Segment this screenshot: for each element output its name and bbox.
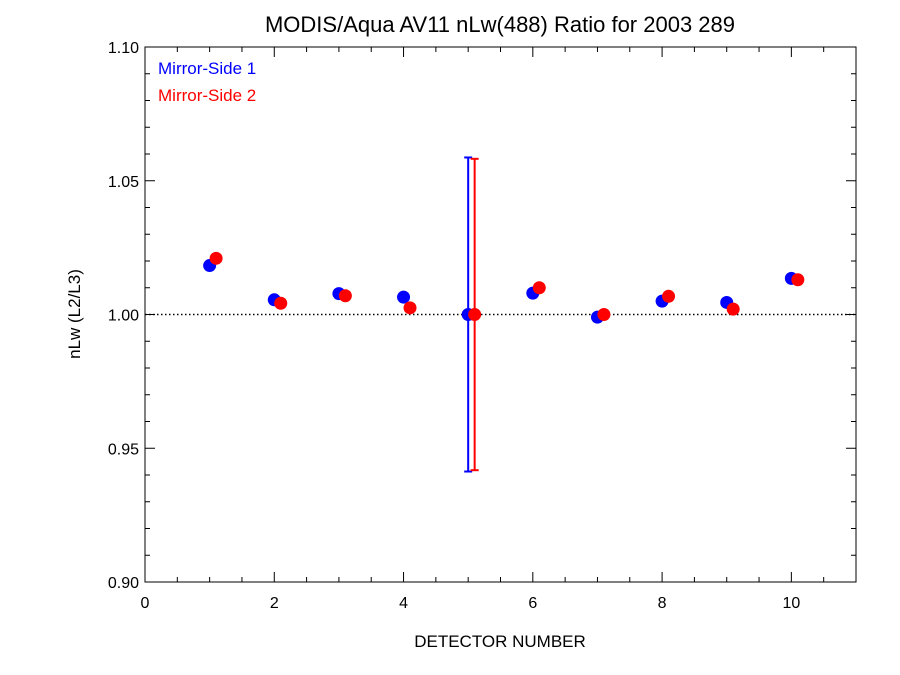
- legend-entry-mirror-side-2: Mirror-Side 2: [158, 86, 256, 105]
- plot-area: 0 2 4 6 8 10 0.90 0.95 1.00 1.05 1.10: [108, 40, 857, 612]
- x-tick-label: 4: [399, 595, 408, 612]
- y-tick-label: 1.00: [108, 308, 139, 325]
- data-point-series-2: [726, 302, 740, 316]
- y-tick-label: 0.90: [108, 575, 139, 592]
- y-tick-label: 0.95: [108, 441, 139, 458]
- y-axis-label: nLw (L2/L3): [65, 269, 84, 359]
- x-tick-label: 2: [270, 595, 279, 612]
- data-point-series-2: [338, 289, 352, 303]
- data-point-series-2: [403, 301, 417, 315]
- data-point-series-2: [791, 273, 805, 287]
- legend-entry-mirror-side-1: Mirror-Side 1: [158, 59, 256, 78]
- x-tick-label: 8: [658, 595, 667, 612]
- y-tick-label: 1.10: [108, 40, 139, 57]
- x-axis-label: DETECTOR NUMBER: [414, 632, 586, 651]
- x-tick-label: 6: [528, 595, 537, 612]
- data-point-series-2: [532, 281, 546, 295]
- chart-title: MODIS/Aqua AV11 nLw(488) Ratio for 2003 …: [265, 12, 735, 37]
- data-point-series-2: [274, 296, 288, 310]
- data-point-series-2: [597, 308, 611, 321]
- data-point-series-2: [468, 308, 482, 321]
- x-tick-label: 0: [141, 595, 150, 612]
- y-tick-label: 1.05: [108, 174, 139, 191]
- x-tick-label: 10: [782, 595, 800, 612]
- data-point-series-1: [397, 290, 411, 304]
- data-point-series-2: [662, 289, 676, 303]
- data-point-series-2: [209, 251, 223, 265]
- legend: Mirror-Side 1 Mirror-Side 2: [158, 59, 256, 105]
